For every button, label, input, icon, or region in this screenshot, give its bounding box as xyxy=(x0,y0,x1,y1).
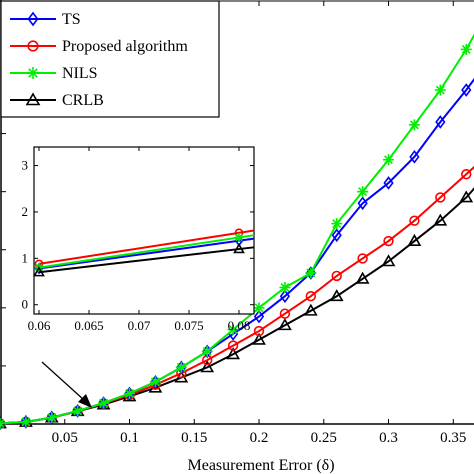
data-point xyxy=(329,289,344,302)
inset-line-ts xyxy=(38,237,255,270)
inset-frame xyxy=(33,146,255,315)
data-point xyxy=(278,318,292,331)
data-point xyxy=(227,340,239,351)
data-point xyxy=(303,303,318,316)
inset-line-proposed-algorithm xyxy=(38,229,255,265)
inset-data-point xyxy=(33,266,45,277)
legend-label: TS xyxy=(62,11,81,28)
data-point xyxy=(0,417,6,429)
data-point xyxy=(331,270,342,282)
x-tick-label: 0.05 xyxy=(52,430,78,446)
inset-line-crlb xyxy=(38,246,255,274)
data-point xyxy=(435,115,446,129)
data-point xyxy=(279,308,291,319)
legend-label: CRLB xyxy=(62,92,104,109)
legend-marker xyxy=(27,67,39,79)
data-point xyxy=(381,254,396,267)
data-point xyxy=(331,218,343,230)
inset-x-tick-label: 0.08 xyxy=(228,318,251,333)
inset-y-tick-label: 3 xyxy=(22,158,29,173)
inset-x-tick-label: 0.06 xyxy=(28,318,51,333)
data-point xyxy=(149,376,161,388)
x-tick-label: 0.15 xyxy=(181,430,207,446)
data-point xyxy=(383,176,394,190)
legend: TS Proposed algorithm NILS CRLB xyxy=(0,0,220,118)
data-point xyxy=(279,282,291,294)
data-point xyxy=(279,289,291,304)
data-point xyxy=(253,309,265,324)
legend-marker xyxy=(25,92,41,106)
legend-label: Proposed algorithm xyxy=(62,38,188,55)
data-point xyxy=(46,412,58,424)
x-axis-label: Measurement Error (δ) xyxy=(187,457,334,474)
data-point xyxy=(226,347,240,360)
data-point xyxy=(175,361,187,373)
x-tick-label: 0.2 xyxy=(250,430,269,446)
series-line-nils xyxy=(0,33,474,425)
data-point xyxy=(201,345,213,357)
data-point xyxy=(124,388,136,400)
data-point xyxy=(435,192,446,203)
x-tick-label: 0.3 xyxy=(379,430,398,446)
inset-data-point xyxy=(234,232,244,242)
data-point xyxy=(459,190,474,203)
data-point xyxy=(72,405,84,417)
data-point xyxy=(98,397,110,409)
inset-x-tick-label: 0.065 xyxy=(74,318,103,333)
data-point xyxy=(357,186,369,198)
data-point xyxy=(355,271,370,284)
legend-box xyxy=(0,0,220,118)
data-point xyxy=(305,291,317,302)
data-point xyxy=(253,325,265,337)
data-point xyxy=(409,215,420,226)
inset-y-tick-label: 1 xyxy=(22,250,29,265)
data-point xyxy=(331,228,342,243)
data-point xyxy=(408,119,420,131)
data-point xyxy=(148,380,163,393)
inset-y-tick-label: 0 xyxy=(22,297,29,312)
data-point xyxy=(357,196,368,211)
data-point xyxy=(357,253,368,264)
data-point xyxy=(383,154,395,166)
inset-y-tick-label: 2 xyxy=(22,204,29,219)
inset-x-tick-label: 0.07 xyxy=(128,318,151,333)
inset-data-point xyxy=(233,242,245,254)
data-point xyxy=(409,149,420,164)
data-point xyxy=(227,324,239,336)
legend-label: NILS xyxy=(62,65,98,82)
data-point xyxy=(252,332,266,345)
data-point xyxy=(200,360,215,373)
x-tick-label: 0.25 xyxy=(311,430,337,446)
data-point xyxy=(253,302,265,314)
data-point xyxy=(305,267,317,279)
x-tick-label: 0.1 xyxy=(120,430,139,446)
data-point xyxy=(461,169,472,180)
legend-marker xyxy=(27,11,39,27)
inset-line-nils xyxy=(38,234,255,269)
main-series xyxy=(0,33,474,431)
legend-marker xyxy=(27,40,39,52)
data-point xyxy=(433,213,448,226)
data-point xyxy=(461,83,472,97)
data-point xyxy=(434,84,446,96)
zoom-arrow xyxy=(41,361,92,408)
data-point xyxy=(407,233,422,246)
x-tick-label: 0.35 xyxy=(440,430,466,446)
data-point xyxy=(20,416,32,428)
inset-x-tick-label: 0.075 xyxy=(174,318,203,333)
data-point xyxy=(460,43,472,55)
data-point xyxy=(383,235,394,247)
inset-chart: 0.06 0.065 0.07 0.075 0.08 0 1 2 3 xyxy=(22,146,255,333)
